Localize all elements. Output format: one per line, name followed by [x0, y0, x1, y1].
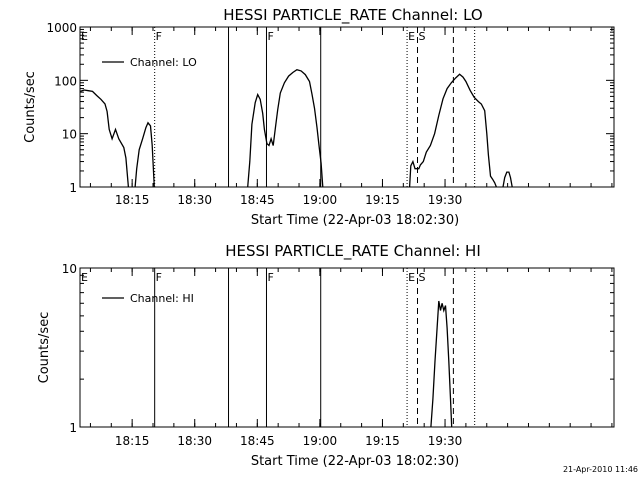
series-line: [80, 89, 130, 187]
chart-panel-2: HESSI PARTICLE_RATE Channel: HI 18:15 18:3…: [37, 242, 615, 469]
event-label-edge: E: [81, 271, 88, 284]
x-tick-label: 18:15: [115, 193, 150, 207]
plot-frame: [79, 26, 615, 188]
event-label: E: [408, 271, 415, 284]
x-tick-label: 18:45: [240, 434, 275, 448]
x-tick-label: 18:15: [115, 434, 150, 448]
series-line: [502, 171, 513, 187]
event-label-edge: E: [81, 30, 88, 43]
chart-panel-1: HESSI PARTICLE_RATE Channel: LO 18:15 18:3…: [23, 6, 615, 228]
event-label: F: [156, 30, 162, 43]
chart-title: HESSI PARTICLE_RATE Channel: LO: [223, 6, 482, 25]
x-axis-label: Start Time (22-Apr-03 18:02:30): [251, 213, 459, 228]
legend-entry: Channel: LO: [130, 56, 197, 69]
event-label: F: [156, 271, 162, 284]
legend-entry: Channel: HI: [130, 292, 194, 305]
y-axis-label: Counts/sec: [23, 71, 38, 143]
x-tick-label: 18:45: [240, 193, 275, 207]
y-tick-label: 100: [54, 74, 77, 88]
y-axis-label: Counts/sec: [37, 312, 52, 384]
x-tick-label: 18:30: [177, 434, 212, 448]
y-tick-label: 10: [62, 128, 77, 142]
chart-title: HESSI PARTICLE_RATE Channel: HI: [225, 242, 481, 261]
series-line: [247, 68, 324, 187]
plot-frame: [79, 267, 615, 428]
event-label: F: [267, 30, 273, 43]
event-label: S: [419, 271, 426, 284]
event-label: S: [419, 30, 426, 43]
series-line: [430, 300, 453, 427]
event-label: F: [267, 271, 273, 284]
y-tick-label: 1: [69, 421, 77, 435]
y-tick-label: 1000: [46, 21, 77, 35]
x-tick-label: 18:30: [177, 193, 212, 207]
x-tick-label: 19:00: [303, 193, 338, 207]
series-line: [134, 121, 155, 187]
y-tick-label: 1: [69, 181, 77, 195]
x-tick-label: 19:30: [428, 193, 463, 207]
x-axis-label: Start Time (22-Apr-03 18:02:30): [251, 454, 459, 469]
x-tick-label: 19:30: [428, 434, 463, 448]
series-line: [408, 73, 498, 187]
x-tick-label: 19:15: [365, 193, 400, 207]
x-tick-label: 19:00: [303, 434, 338, 448]
event-label: E: [408, 30, 415, 43]
x-tick-label: 19:15: [365, 434, 400, 448]
y-tick-label: 10: [62, 262, 77, 276]
generation-timestamp: 21-Apr-2010 11:46: [562, 465, 638, 474]
